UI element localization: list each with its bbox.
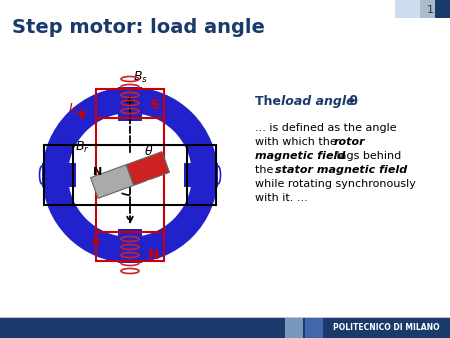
Text: the: the bbox=[255, 165, 277, 175]
Text: stator magnetic field: stator magnetic field bbox=[275, 165, 407, 175]
Text: 1: 1 bbox=[427, 5, 433, 15]
Bar bbox=[420, 0, 450, 18]
Bar bbox=[0, 318, 450, 338]
Text: $I_1$: $I_1$ bbox=[68, 101, 78, 117]
Bar bbox=[325, 318, 343, 338]
Bar bbox=[435, 0, 450, 18]
Text: with which the: with which the bbox=[255, 137, 340, 147]
Text: lags behind: lags behind bbox=[333, 151, 401, 161]
Text: 1: 1 bbox=[428, 8, 435, 18]
Circle shape bbox=[68, 113, 192, 237]
Circle shape bbox=[42, 87, 218, 263]
Bar bbox=[96, 232, 164, 261]
Bar bbox=[395, 0, 450, 18]
Bar bbox=[126, 152, 170, 185]
Text: load angle: load angle bbox=[281, 95, 355, 108]
Bar bbox=[118, 87, 142, 121]
Text: N: N bbox=[148, 248, 160, 262]
Bar bbox=[42, 163, 76, 187]
Bar bbox=[305, 318, 323, 338]
Text: ... is defined as the angle: ... is defined as the angle bbox=[255, 123, 396, 133]
Text: $B_s$: $B_s$ bbox=[133, 70, 148, 85]
Text: S: S bbox=[150, 98, 160, 112]
Text: with it. ...: with it. ... bbox=[255, 193, 308, 203]
Text: Step motor: load angle: Step motor: load angle bbox=[12, 18, 265, 37]
Text: $B_r$: $B_r$ bbox=[75, 140, 90, 154]
Bar bbox=[90, 165, 134, 198]
Text: POLITECNICO DI MILANO: POLITECNICO DI MILANO bbox=[333, 323, 440, 333]
Text: rotor: rotor bbox=[334, 137, 365, 147]
Bar bbox=[118, 229, 142, 263]
Text: while rotating synchronously: while rotating synchronously bbox=[255, 179, 416, 189]
Text: $\theta$: $\theta$ bbox=[144, 144, 153, 158]
Bar bbox=[96, 89, 164, 118]
Bar bbox=[44, 145, 73, 205]
Text: magnetic field: magnetic field bbox=[255, 151, 346, 161]
Text: The: The bbox=[255, 95, 285, 108]
Bar bbox=[187, 145, 216, 205]
Text: θ: θ bbox=[345, 95, 358, 108]
Text: S: S bbox=[146, 180, 153, 190]
Bar bbox=[285, 318, 303, 338]
Text: N: N bbox=[93, 167, 102, 177]
Bar bbox=[184, 163, 218, 187]
